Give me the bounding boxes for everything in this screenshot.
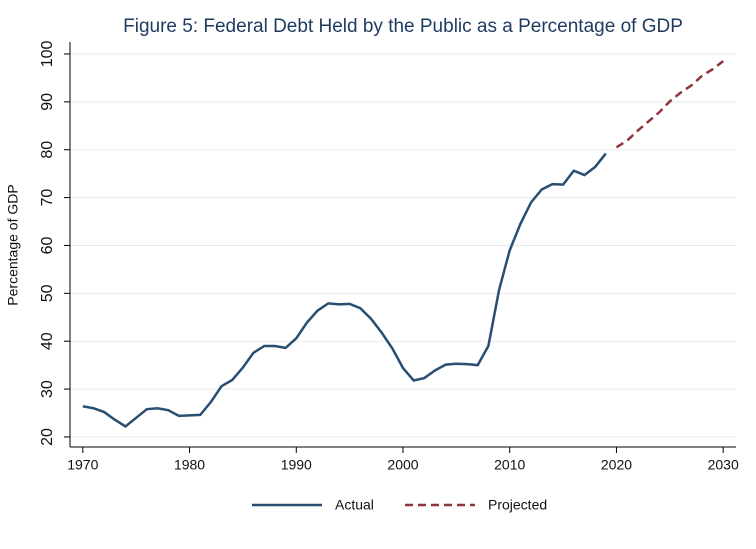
x-tick-label: 1990 <box>281 457 312 473</box>
x-tick-label: 1970 <box>67 457 98 473</box>
y-tick-label: 60 <box>39 236 56 254</box>
x-tick-label: 2020 <box>601 457 632 473</box>
legend-label: Actual <box>335 497 374 513</box>
y-tick-label: 30 <box>39 380 56 398</box>
y-tick-label: 40 <box>39 332 56 350</box>
y-tick-label: 80 <box>39 141 56 159</box>
x-tick-label: 2030 <box>708 457 739 473</box>
y-tick-label: 90 <box>39 93 56 111</box>
x-tick-label: 2000 <box>387 457 418 473</box>
x-tick-label: 2010 <box>494 457 525 473</box>
y-tick-label: 20 <box>39 428 56 446</box>
x-tick-label: 1980 <box>174 457 205 473</box>
data-line <box>615 60 724 149</box>
data-line <box>82 152 607 428</box>
y-tick-label: 50 <box>39 284 56 302</box>
legend-label: Projected <box>488 497 547 513</box>
y-tick-label: 100 <box>39 41 56 68</box>
y-axis-label: Percentage of GDP <box>5 184 21 305</box>
chart-title: Figure 5: Federal Debt Held by the Publi… <box>123 16 683 37</box>
y-tick-label: 70 <box>39 189 56 207</box>
